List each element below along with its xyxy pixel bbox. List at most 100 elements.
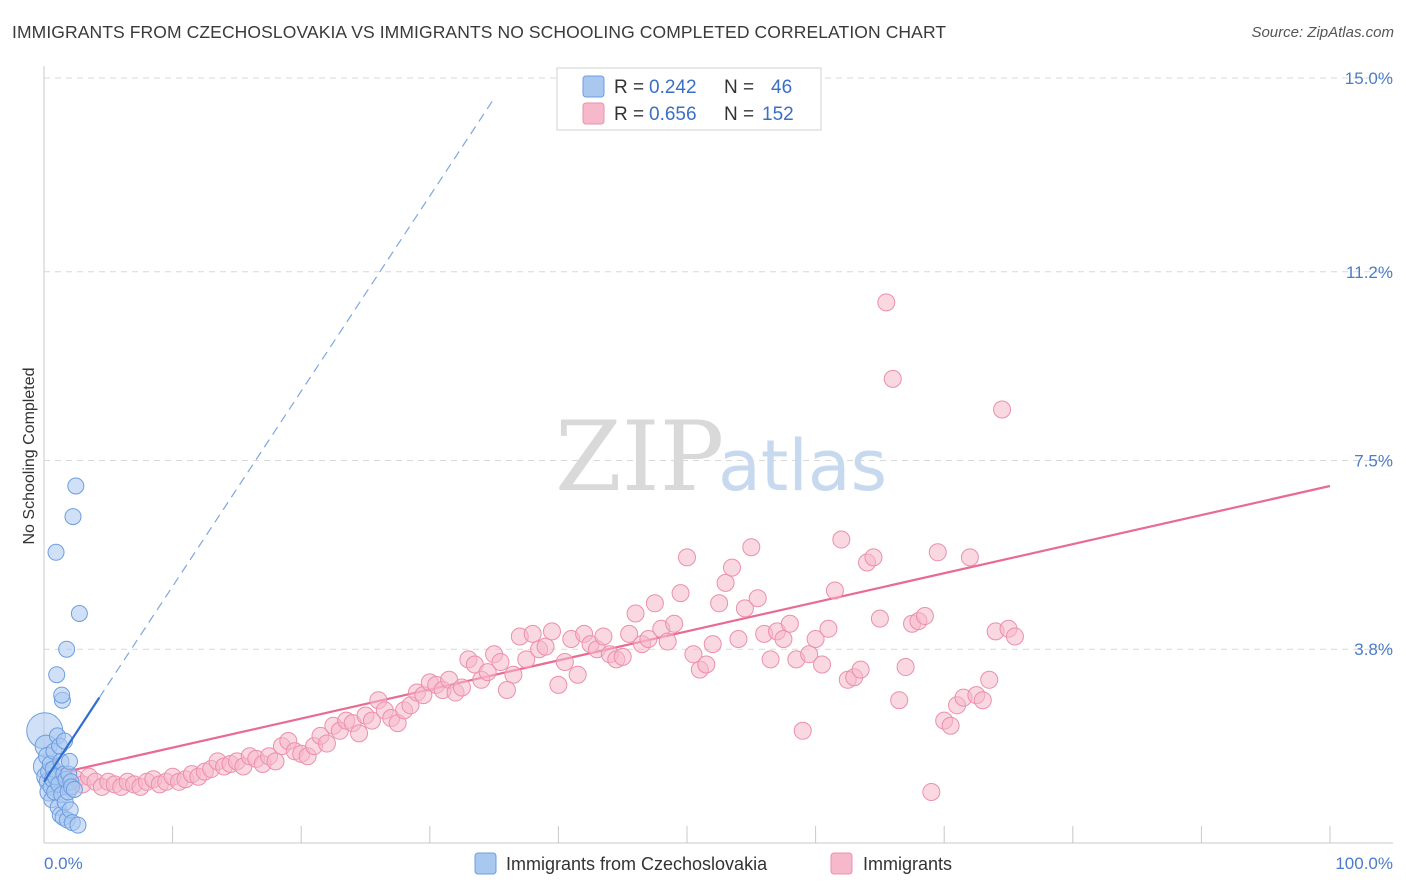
legend-n-label-blue: N =	[724, 77, 754, 98]
immigrants-point-93	[645, 594, 664, 613]
source-label: Source: ZipAtlas.com	[1251, 24, 1394, 41]
x-tick-min: 0.0%	[44, 854, 83, 873]
immigrants-point-42	[317, 734, 336, 753]
immigrants-point-109	[748, 589, 767, 608]
czechoslovakia-points	[26, 477, 101, 834]
czechoslovakia-point-45	[53, 686, 71, 704]
legend-n-label-pink: N =	[724, 104, 754, 125]
immigrants-point-49	[362, 711, 381, 730]
immigrants-point-76	[536, 637, 555, 656]
immigrants-point-129	[877, 293, 896, 312]
immigrants-point-79	[555, 652, 574, 671]
immigrants-point-147	[993, 400, 1012, 419]
immigrants-points	[47, 293, 1024, 801]
watermark-atlas: atlas	[718, 425, 887, 507]
legend-n-value-pink: 152	[762, 104, 794, 125]
legend-swatch-pink	[582, 102, 605, 125]
immigrants-point-127	[864, 548, 883, 567]
legend-r-label-pink: R =	[614, 104, 644, 125]
immigrants-point-105	[723, 558, 742, 577]
immigrants-point-92	[639, 630, 658, 648]
immigrants-point-88	[613, 647, 632, 666]
y-axis-label: No Schooling Completed	[21, 368, 38, 545]
immigrants-point-135	[915, 607, 934, 626]
legend-bottom: Immigrants from Czechoslovakia Immigrant…	[474, 852, 952, 875]
immigrants-point-85	[594, 627, 613, 646]
immigrants-point-81	[568, 665, 587, 684]
immigrants-point-95	[658, 632, 677, 651]
immigrants-point-71	[504, 665, 523, 684]
immigrants-point-108	[742, 538, 761, 557]
immigrants-point-132	[896, 658, 915, 677]
immigrants-point-99	[684, 645, 703, 664]
immigrants-point-125	[851, 660, 870, 679]
immigrants-point-96	[665, 614, 684, 633]
czechoslovakia-point-41	[65, 780, 83, 798]
y-tick-label-1: 7.5%	[1354, 452, 1393, 471]
immigrants-point-137	[928, 543, 947, 562]
czechoslovakia-point-42	[67, 477, 85, 495]
immigrants-point-47	[350, 724, 369, 743]
legend-r-value-blue: 0.242	[649, 77, 697, 98]
y-tick-label-0: 3.8%	[1354, 640, 1393, 659]
legend-n-value-blue: 46	[771, 77, 792, 98]
immigrants-point-70	[497, 681, 516, 699]
immigrants-point-103	[710, 594, 729, 613]
bottom-legend-swatch-pink	[830, 852, 853, 875]
y-tick-label-2: 11.2%	[1346, 263, 1393, 282]
x-tick-max: 100.0%	[1335, 854, 1393, 873]
grid-lines	[44, 77, 1393, 650]
immigrants-point-77	[542, 622, 561, 641]
immigrants-point-107	[735, 599, 754, 618]
immigrants-point-139	[941, 716, 960, 735]
immigrants-point-111	[761, 650, 780, 669]
bottom-legend-swatch-blue	[474, 852, 497, 875]
immigrants-point-104	[716, 573, 735, 592]
watermark-zip: ZIP	[555, 401, 724, 513]
immigrants-point-144	[973, 691, 992, 710]
chart-title: IMMIGRANTS FROM CZECHOSLOVAKIA VS IMMIGR…	[12, 22, 947, 42]
trend-lines	[43, 98, 1331, 778]
immigrants-point-98	[678, 548, 696, 567]
immigrants-point-97	[671, 584, 690, 603]
czechoslovakia-point-35	[60, 752, 78, 770]
czechoslovakia-point-17	[48, 666, 66, 684]
y-tick-labels: 3.8% 7.5% 11.2% 15.0%	[1345, 69, 1393, 659]
immigrants-point-113	[774, 630, 793, 648]
immigrants-point-142	[960, 548, 979, 567]
immigrants-point-120	[819, 619, 838, 638]
immigrants-point-74	[523, 624, 542, 643]
immigrants-trend-line	[43, 484, 1331, 778]
immigrants-point-63	[452, 678, 471, 697]
immigrants-point-131	[890, 691, 909, 710]
czechoslovakia-point-44	[70, 605, 88, 622]
immigrants-point-102	[703, 635, 722, 654]
czechoslovakia-point-31	[58, 640, 76, 658]
czechoslovakia-point-43	[69, 816, 87, 834]
immigrants-point-121	[825, 581, 844, 600]
legend-r-value-pink: 0.656	[649, 104, 697, 125]
immigrants-point-90	[626, 604, 645, 623]
czechoslovakia-point-16	[47, 543, 65, 561]
immigrants-point-69	[491, 652, 510, 671]
immigrants-point-73	[517, 650, 536, 669]
immigrants-point-149	[1005, 627, 1024, 646]
legend-top: R = 0.242 N = 46 R = 0.656 N = 152	[556, 67, 822, 131]
immigrants-point-106	[729, 630, 748, 648]
czechoslovakia-trend-line	[43, 697, 101, 783]
immigrants-point-34	[266, 752, 285, 771]
immigrants-point-130	[883, 369, 902, 388]
y-tick-label-3: 15.0%	[1345, 69, 1393, 88]
czechoslovakia-point-40	[64, 508, 82, 526]
immigrants-point-119	[813, 655, 832, 674]
bottom-legend-label-pink: Immigrants	[863, 854, 952, 874]
immigrants-point-145	[980, 670, 999, 689]
czechoslovakia-trend-dashed	[98, 98, 495, 698]
immigrants-point-117	[800, 645, 819, 664]
immigrants-point-89	[620, 624, 639, 643]
immigrants-point-101	[697, 655, 716, 674]
legend-swatch-blue	[582, 75, 605, 98]
immigrants-point-67	[478, 663, 497, 682]
immigrants-point-78	[549, 675, 568, 694]
